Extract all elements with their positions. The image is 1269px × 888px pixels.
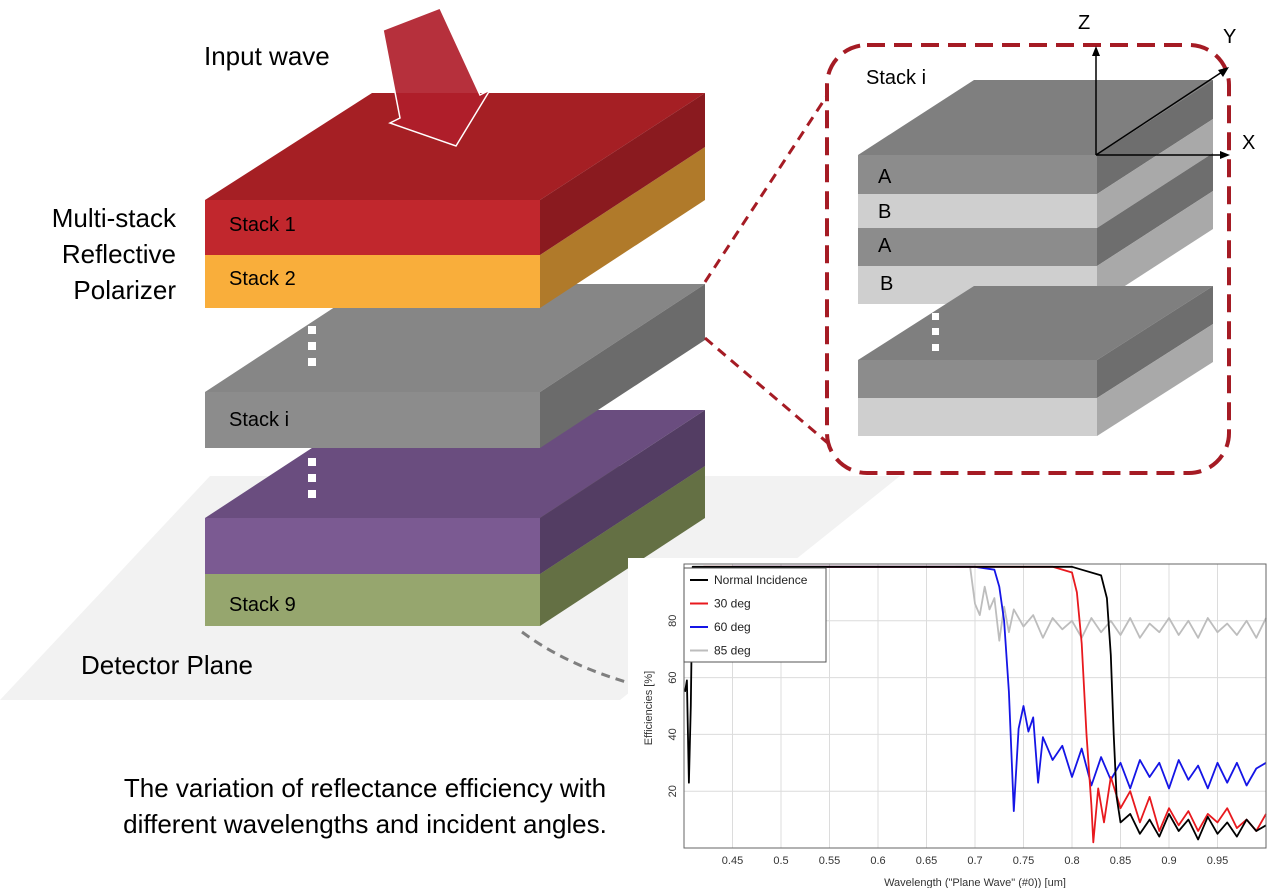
x-tick-label: 0.55 [819,855,840,867]
x-tick-label: 0.75 [1013,855,1034,867]
layer-b-2: B [880,273,894,295]
efficiency-chart: 0.45 0.5 0.55 0.6 0.65 0.7 0.75 0.8 0.85 0.9 0.95 2… [628,558,1269,888]
z-axis-label: Z [1078,12,1091,34]
chart-grid [684,564,1266,848]
z-axis-arrowhead [1092,46,1100,56]
chart-caption: The variation of reflectance efficiency … [70,770,660,842]
input-wave-label: Input wave [204,41,330,71]
stack-i-label: Stack i [229,409,290,431]
ellipsis-dots-lower [308,458,316,498]
caption-line-1: The variation of reflectance efficiency … [123,773,607,803]
zoom-connector-top [703,87,834,283]
series-line-0 [684,565,1267,841]
y-tick-label: 80 [667,615,679,627]
layer-b-1: B [878,201,892,223]
series-line-3 [955,565,1267,642]
detail-lower-block [858,286,1213,436]
detail-title: Stack i [866,67,927,89]
x-axis-label: X [1242,132,1256,154]
stack-i-block [205,284,705,448]
legend-box [683,567,827,663]
layer-a-2: A [878,235,892,257]
chart-series [684,565,1267,844]
chart-ticks: 0.45 0.5 0.55 0.6 0.65 0.7 0.75 0.8 0.85 0.9 0.95 2… [667,615,1228,867]
legend-label: Normal Incidence [714,573,808,587]
plot-frame [683,563,1267,849]
detector-plane-label: Detector Plane [81,650,253,680]
multi-stack-line-2: Reflective [61,239,176,269]
legend-label: 85 deg [714,644,751,658]
x-tick-label: 0.5 [773,855,788,867]
y-axis-title: Efficiencies [%] [643,671,655,745]
stack-2-block [205,147,705,308]
x-tick-label: 0.65 [916,855,937,867]
stack-9-label: Stack 9 [229,594,296,616]
multi-stack-line-3: Polarizer [73,275,176,305]
stack-2-label: Stack 2 [229,268,296,290]
caption-line-2: different wavelengths and incident angle… [123,809,607,839]
chart-pointer-arrow [521,630,641,688]
ellipsis-dots-upper [308,326,316,366]
chart-legend: Normal Incidence 30 deg 60 deg 85 deg [683,567,827,663]
detail-ellipsis-dots [932,313,939,351]
stack-1-label: Stack 1 [229,214,296,236]
series-line-2 [732,565,1267,813]
y-axis-label: Y [1223,26,1237,48]
legend-label: 60 deg [714,620,751,634]
x-axis-arrowhead [1220,151,1230,159]
x-tick-label: 0.95 [1207,855,1228,867]
series-line-1 [703,565,1267,844]
multi-stack-label: Multi-stack Reflective Polarizer [10,200,176,308]
x-tick-label: 0.9 [1161,855,1176,867]
y-tick-label: 20 [667,785,679,797]
multi-stack-line-1: Multi-stack [51,203,176,233]
axes-triad [1095,50,1226,156]
stack-1-block [205,93,705,255]
x-tick-label: 0.7 [967,855,982,867]
y-axis-arrowhead [1218,67,1229,77]
layer-a-1: A [878,166,892,188]
legend-label: 30 deg [714,597,751,611]
x-tick-label: 0.45 [722,855,743,867]
x-tick-label: 0.85 [1110,855,1131,867]
y-tick-label: 40 [667,728,679,740]
x-tick-label: 0.8 [1064,855,1079,867]
input-wave-arrow [382,7,492,147]
x-axis-title: Wavelength ("Plane Wave" (#0)) [um] [884,877,1066,888]
x-tick-label: 0.6 [870,855,885,867]
y-tick-label: 60 [667,671,679,683]
